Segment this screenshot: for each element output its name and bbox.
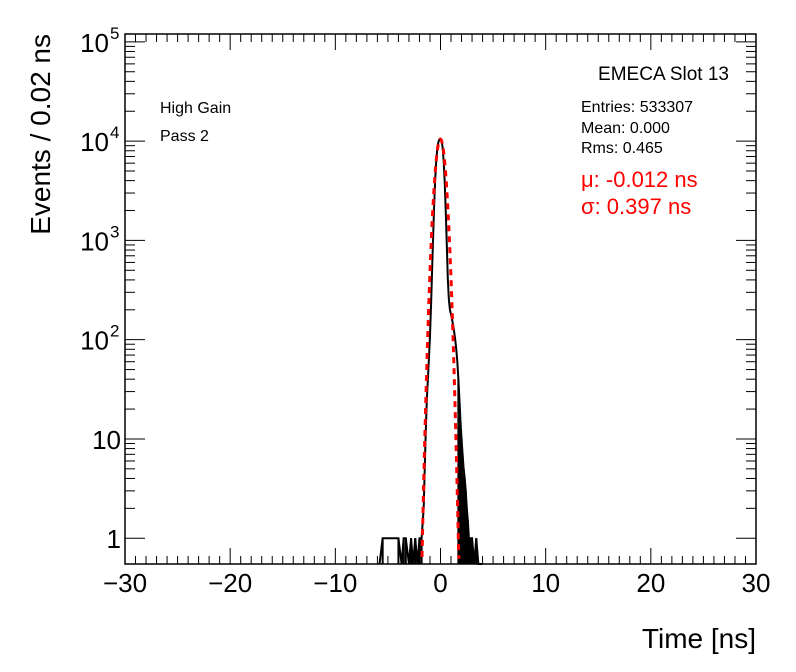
pass-label: Pass 2 <box>160 128 209 145</box>
gain-label: High Gain <box>160 100 231 117</box>
y-tick-exponent: 5 <box>110 24 119 43</box>
x-tick-label: −20 <box>208 568 252 598</box>
y-tick-exponent: 3 <box>110 222 119 241</box>
x-tick-label: −10 <box>313 568 357 598</box>
histogram-line <box>378 137 483 565</box>
x-tick-labels: −30 −20 −10 0 10 20 30 <box>103 568 771 598</box>
y-tick-exponent: 2 <box>110 322 119 341</box>
stats-rms: Rms: 0.465 <box>581 140 663 157</box>
y-tick-label: 10 <box>80 28 109 58</box>
gaussian-fit-curve <box>420 137 461 559</box>
plot-area <box>378 137 483 565</box>
axis-ticks <box>124 34 757 564</box>
fit-mu-label: μ: -0.012 ns <box>581 167 698 192</box>
y-tick-label: 1 <box>107 524 121 554</box>
x-tick-label: 20 <box>636 568 665 598</box>
y-tick-label: 10 <box>92 425 121 455</box>
y-tick-exponent: 4 <box>110 123 119 142</box>
fit-sigma-label: σ: 0.397 ns <box>581 194 691 219</box>
x-tick-label: 0 <box>433 568 447 598</box>
x-tick-label: −30 <box>103 568 147 598</box>
stats-entries: Entries: 533307 <box>581 99 693 116</box>
chart-title: EMECA Slot 13 <box>598 64 729 85</box>
x-tick-label: 10 <box>531 568 560 598</box>
x-tick-label: 30 <box>742 568 771 598</box>
y-axis-title: Events / 0.02 ns <box>25 34 56 235</box>
y-tick-label: 10 <box>80 326 109 356</box>
x-axis-title: Time [ns] <box>642 623 756 654</box>
y-tick-label: 10 <box>80 226 109 256</box>
y-tick-label: 10 <box>80 127 109 157</box>
stats-mean: Mean: 0.000 <box>581 120 670 137</box>
